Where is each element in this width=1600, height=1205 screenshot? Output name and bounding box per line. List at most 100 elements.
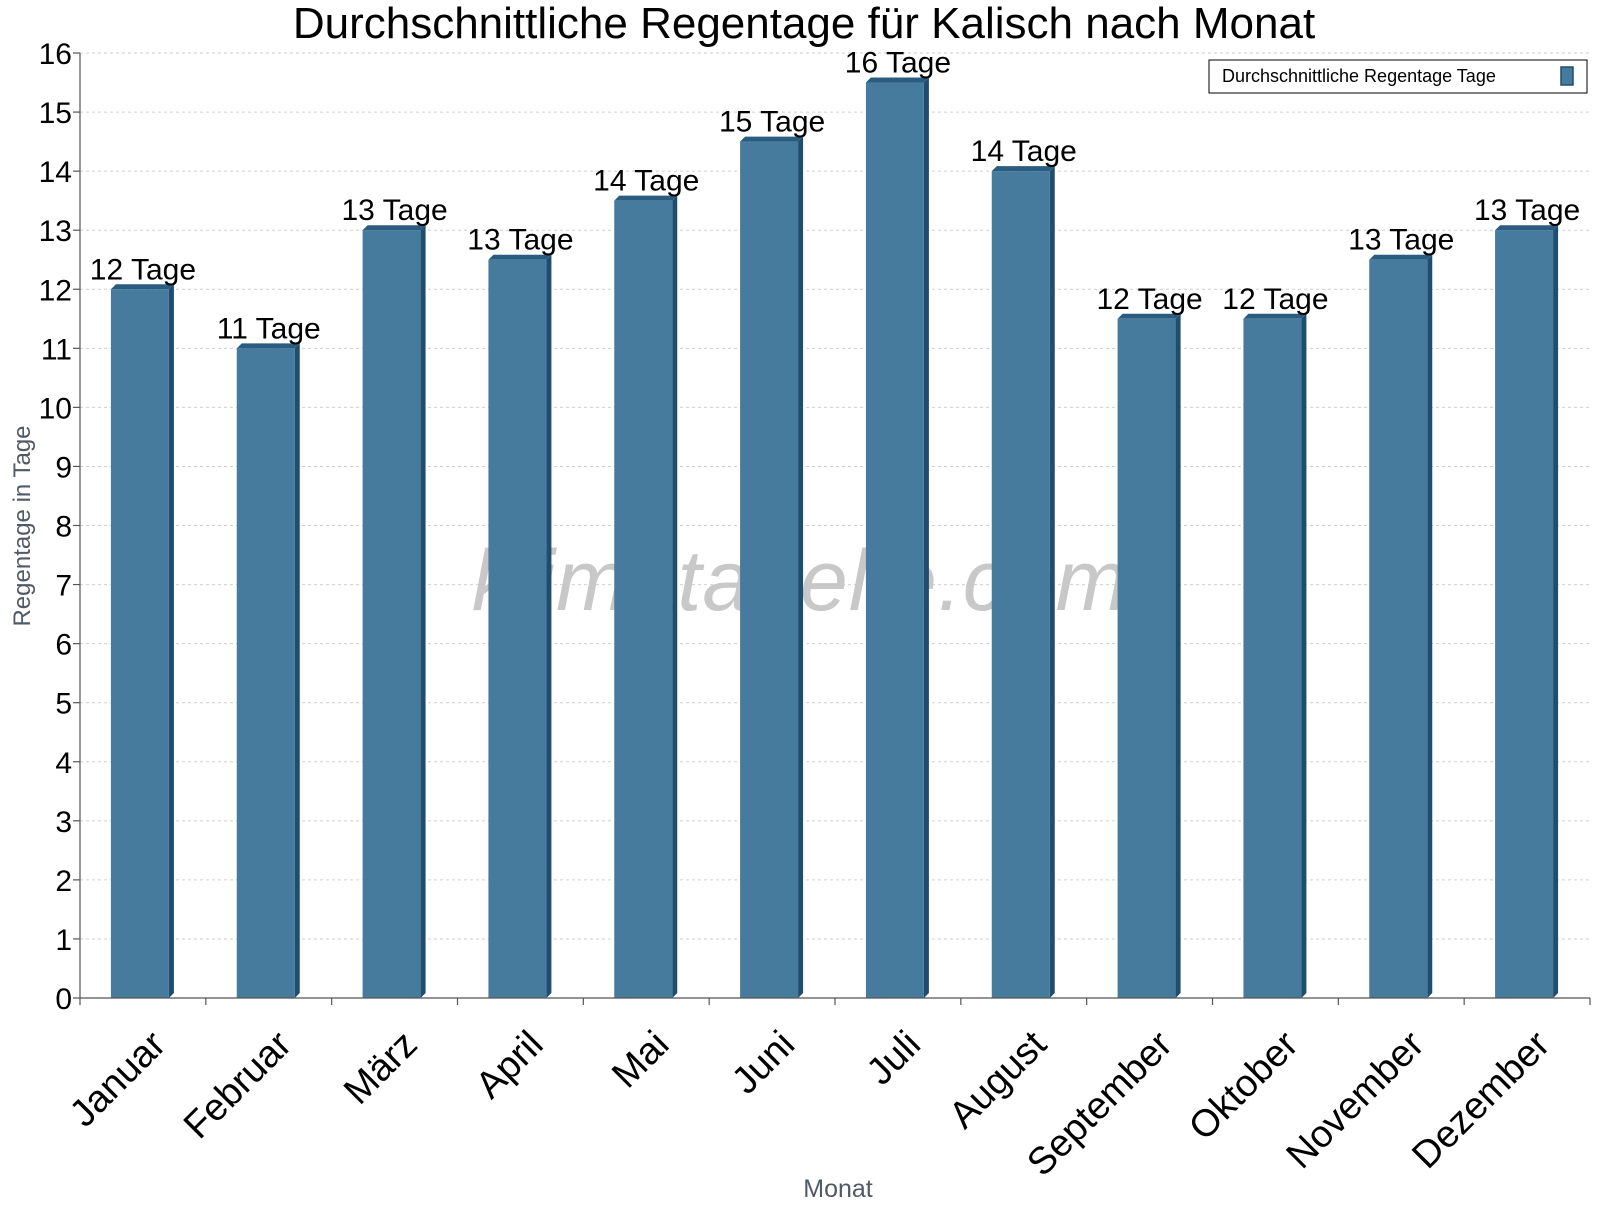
x-axis-label: Monat <box>803 1175 873 1200</box>
y-tick-label: 2 <box>55 865 72 898</box>
y-tick-label: 4 <box>55 747 72 780</box>
bar-side <box>1049 166 1055 998</box>
x-tick-label: Mai <box>604 1023 677 1096</box>
bar-top <box>362 225 426 231</box>
y-tick-label: 6 <box>55 629 72 662</box>
x-tick-label: Juni <box>724 1023 803 1102</box>
y-tick-label: 3 <box>55 806 72 839</box>
x-tick-label: Januar <box>62 1023 174 1135</box>
bar <box>236 343 300 998</box>
bar-side <box>923 77 929 998</box>
bar <box>110 284 174 998</box>
bar <box>614 195 678 998</box>
x-tick-label: Februar <box>176 1023 300 1147</box>
data-label: 14 Tage <box>971 135 1077 168</box>
bar-front <box>991 171 1050 998</box>
legend-box <box>1208 59 1588 94</box>
bar <box>488 254 552 998</box>
y-tick-label: 8 <box>55 511 72 544</box>
x-tick-label: März <box>336 1023 425 1112</box>
bar <box>865 77 929 998</box>
bar-top <box>865 77 929 83</box>
bar-side <box>1427 254 1433 998</box>
y-tick-label: 15 <box>39 97 72 130</box>
y-tick-label: 13 <box>39 215 72 248</box>
bar-front <box>740 141 799 998</box>
data-label: 13 Tage <box>1474 194 1580 227</box>
grid-lines <box>80 52 1590 940</box>
legend-label: Durchschnittliche Regentage Tage <box>1222 66 1496 86</box>
legend: Durchschnittliche Regentage Tage <box>1208 59 1588 94</box>
bar-side <box>798 136 804 998</box>
x-tick-label: Juli <box>859 1023 929 1093</box>
bar <box>991 166 1055 998</box>
bar-top <box>991 166 1055 172</box>
bar <box>1369 254 1433 998</box>
bar <box>740 136 804 998</box>
data-label: 12 Tage <box>1222 283 1328 316</box>
y-tick-label: 7 <box>55 570 72 603</box>
chart-title: Durchschnittliche Regentage für Kalisch … <box>293 0 1315 48</box>
bar-side <box>1175 313 1181 998</box>
data-label: 14 Tage <box>593 165 699 198</box>
bar-top <box>740 136 804 142</box>
y-tick-label: 1 <box>55 924 72 957</box>
y-tick-label: 16 <box>39 38 72 71</box>
data-labels: 12 Tage 11 Tage 13 Tage 13 Tage 14 Tage 15 Ta… <box>90 47 1580 346</box>
data-label: 13 Tage <box>341 194 447 227</box>
x-tick-label: Dezember <box>1404 1023 1558 1177</box>
x-ticks: Januar Februar März April Mai Juni Juli AugustS… <box>62 998 1591 1184</box>
y-tick-label: 0 <box>55 983 72 1016</box>
data-label: 12 Tage <box>90 253 196 286</box>
y-tick-label: 5 <box>55 688 72 721</box>
data-label: 13 Tage <box>467 224 573 257</box>
bar-front <box>1117 318 1176 998</box>
bar-front <box>236 348 295 998</box>
bar-top <box>488 254 552 260</box>
bar-side <box>546 254 552 998</box>
bar-front <box>1495 230 1554 998</box>
y-tick-label: 10 <box>39 392 72 425</box>
y-tick-label: 11 <box>41 333 72 366</box>
bar-side <box>168 284 174 998</box>
bar-top <box>1243 313 1307 319</box>
y-tick-label: 14 <box>39 156 72 189</box>
bar-side <box>1301 313 1307 998</box>
bar-front <box>865 82 924 998</box>
bar-front <box>1243 318 1302 998</box>
x-tick-label: Oktober <box>1181 1023 1307 1149</box>
bar-top <box>1117 313 1181 319</box>
bar-side <box>294 343 300 998</box>
bar-side <box>420 225 426 998</box>
bar-top <box>236 343 300 349</box>
bar-top <box>110 284 174 290</box>
bar <box>1495 225 1559 998</box>
bars <box>110 77 1559 998</box>
bar <box>362 225 426 998</box>
bar-front <box>1369 259 1428 998</box>
y-axis-label: Regentage in Tage <box>9 425 36 626</box>
bar-front <box>362 230 421 998</box>
bar-side <box>672 195 678 998</box>
bar-front <box>614 200 673 998</box>
bar-front <box>110 289 169 998</box>
bar <box>1243 313 1307 998</box>
legend-swatch <box>1560 66 1574 86</box>
data-label: 15 Tage <box>719 106 825 139</box>
bar-top <box>1495 225 1559 231</box>
bar-top <box>614 195 678 201</box>
bar-side <box>1553 225 1559 998</box>
axes <box>79 53 1590 999</box>
data-label: 11 Tage <box>217 312 321 345</box>
bar-top <box>1369 254 1433 260</box>
y-tick-label: 9 <box>55 451 72 484</box>
data-label: 12 Tage <box>1096 283 1202 316</box>
bar <box>1117 313 1181 998</box>
y-tick-label: 12 <box>39 274 72 307</box>
data-label: 16 Tage <box>845 47 951 80</box>
x-tick-label: April <box>468 1023 551 1106</box>
x-tick-label: November <box>1279 1023 1433 1177</box>
